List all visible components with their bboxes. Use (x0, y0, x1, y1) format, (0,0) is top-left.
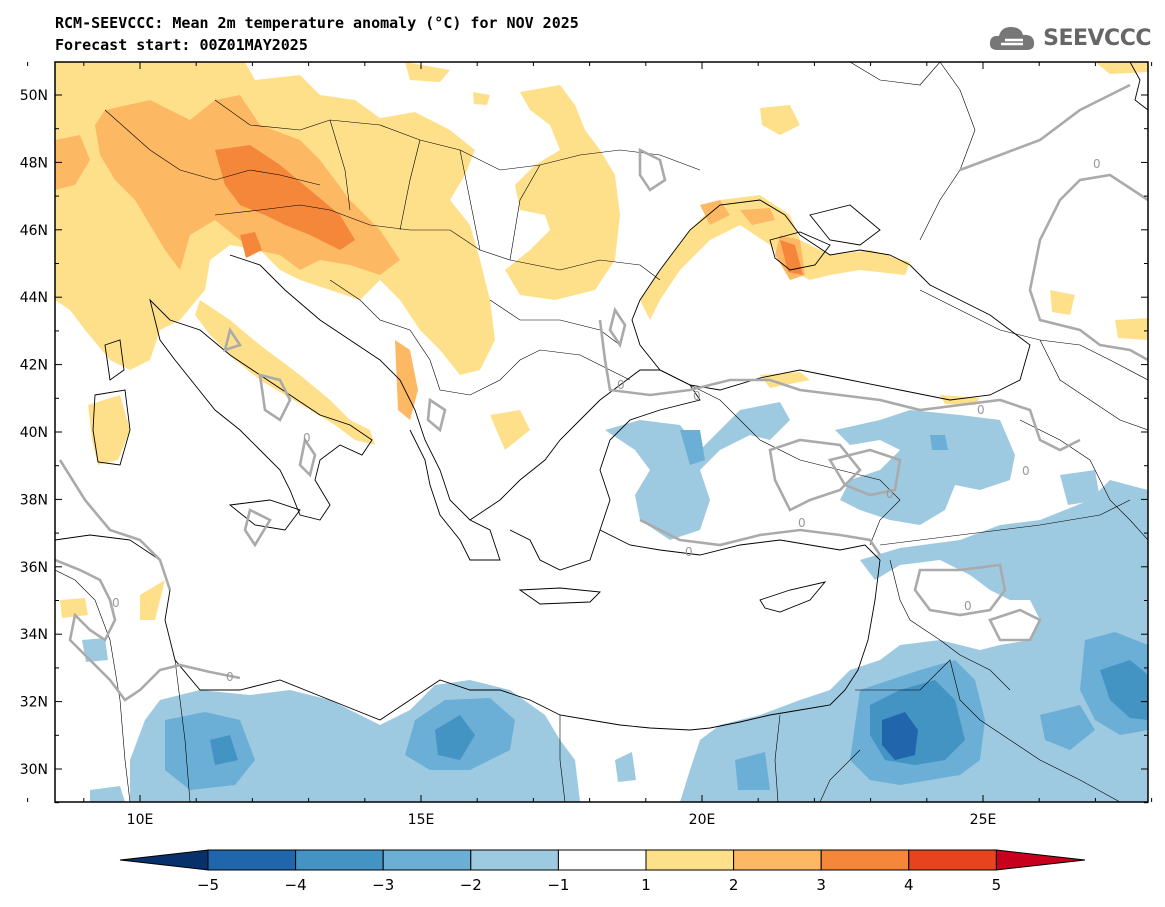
colorbar-segment (207, 849, 297, 871)
colorbar-segment (382, 849, 472, 871)
colorbar-segment (295, 849, 384, 871)
coastline-turkey-south (599, 529, 881, 561)
contour-label: 0 (226, 670, 234, 684)
coastline-north-africa (55, 534, 691, 731)
lat-label: 32N (20, 695, 48, 711)
coastline-sicily (228, 499, 301, 531)
contour-label: 0 (303, 431, 311, 445)
colorbar (119, 849, 1086, 871)
colorbar-label: −3 (372, 876, 394, 894)
colorbar-segment (820, 849, 910, 871)
warm-region-north (405, 62, 1148, 135)
forecast-start-label: Forecast start: 00Z01MAY2025 (55, 36, 308, 54)
cold-region-4-5 (882, 712, 918, 760)
coastline-crimea (769, 231, 831, 271)
contour-label: 0 (112, 596, 120, 610)
contour-labels: 0 0 0 0 0 0 0 0 0 0 0 0 (112, 157, 1101, 684)
contour-label: 0 (886, 487, 894, 501)
cloud-icon (990, 27, 1035, 50)
coastline-corsica (104, 339, 125, 381)
cold-region-syria-arabia (680, 480, 1148, 802)
coastline-sardinia (92, 389, 131, 466)
lat-label: 48N (20, 155, 48, 171)
contour-label: 0 (617, 378, 625, 392)
colorbar-segment (733, 849, 822, 871)
warm-region-ukraine (505, 85, 620, 300)
colorbar-label: 2 (729, 876, 739, 894)
coastline-azov (809, 204, 881, 246)
coastline-caspian (1129, 62, 1148, 111)
lon-label: 25E (970, 812, 997, 828)
coastline-greece-aegean (469, 369, 701, 571)
colorbar-label: 1 (641, 876, 651, 894)
coastline-cyprus (759, 581, 827, 613)
map-title: RCM-SEEVCCC: Mean 2m temperature anomaly… (55, 14, 579, 32)
contour-label: 0 (1093, 157, 1101, 171)
lat-label: 34N (20, 627, 48, 643)
colorbar-segment (908, 849, 997, 871)
contour-label: 0 (685, 545, 693, 559)
warm-region-italy (195, 300, 375, 445)
colorbar-label: −2 (460, 876, 482, 894)
lat-label: 30N (20, 762, 48, 778)
lat-label: 38N (20, 492, 48, 508)
lon-label: 10E (127, 812, 154, 828)
seevccc-logo: SEEVCCC (987, 22, 1151, 54)
colorbar-segment (470, 849, 559, 871)
shading-layer (55, 62, 1148, 620)
lat-label: 50N (20, 88, 48, 104)
coastline-black-sea (631, 199, 1031, 401)
lat-label: 44N (20, 290, 48, 306)
cold-region-anatolia (605, 402, 790, 540)
lat-label: 40N (20, 425, 48, 441)
contour-label: 0 (1022, 464, 1030, 478)
logo-text: SEEVCCC (1043, 25, 1151, 51)
colorbar-labels: −5 −4 −3 −2 −1 1 2 3 4 5 (197, 876, 1001, 894)
contour-label: 0 (964, 599, 972, 613)
colorbar-lower-extension (119, 849, 209, 871)
colorbar-label: −1 (547, 876, 569, 894)
latitude-labels: 50N 48N 46N 44N 42N 40N 38N 36N 34N 32N 30N (20, 88, 48, 778)
lon-label: 20E (689, 812, 716, 828)
warm-region-blacksea-coast (640, 195, 910, 320)
axis-ticks (27, 62, 1153, 804)
coastline-adriatic (229, 254, 501, 561)
lat-label: 46N (20, 223, 48, 239)
cold-region-east-anatolia (835, 410, 1015, 525)
colorbar-label: 3 (816, 876, 826, 894)
colorbar-segment (645, 849, 735, 871)
colorbar-segment (557, 849, 647, 871)
lon-label: 15E (408, 812, 435, 828)
coastline-levant (689, 559, 881, 731)
lat-label: 36N (20, 560, 48, 576)
contour-label: 0 (798, 516, 806, 530)
longitude-labels: 10E15E20E25E30E35E40E45E (127, 812, 997, 828)
colorbar-label: 4 (904, 876, 914, 894)
contour-label: 0 (977, 403, 985, 417)
coastline-crete (518, 587, 601, 605)
colorbar-label: 5 (992, 876, 1002, 894)
colorbar-upper-extension (995, 849, 1086, 871)
lat-label: 42N (20, 358, 48, 374)
warm-region-3-4 (215, 145, 803, 275)
cold-shading-layer (82, 402, 1148, 802)
colorbar-label: −4 (285, 876, 307, 894)
zero-contours (55, 83, 1148, 702)
contour-label: 0 (693, 389, 701, 403)
borders-layer (55, 62, 1148, 802)
colorbar-label: −5 (197, 876, 219, 894)
